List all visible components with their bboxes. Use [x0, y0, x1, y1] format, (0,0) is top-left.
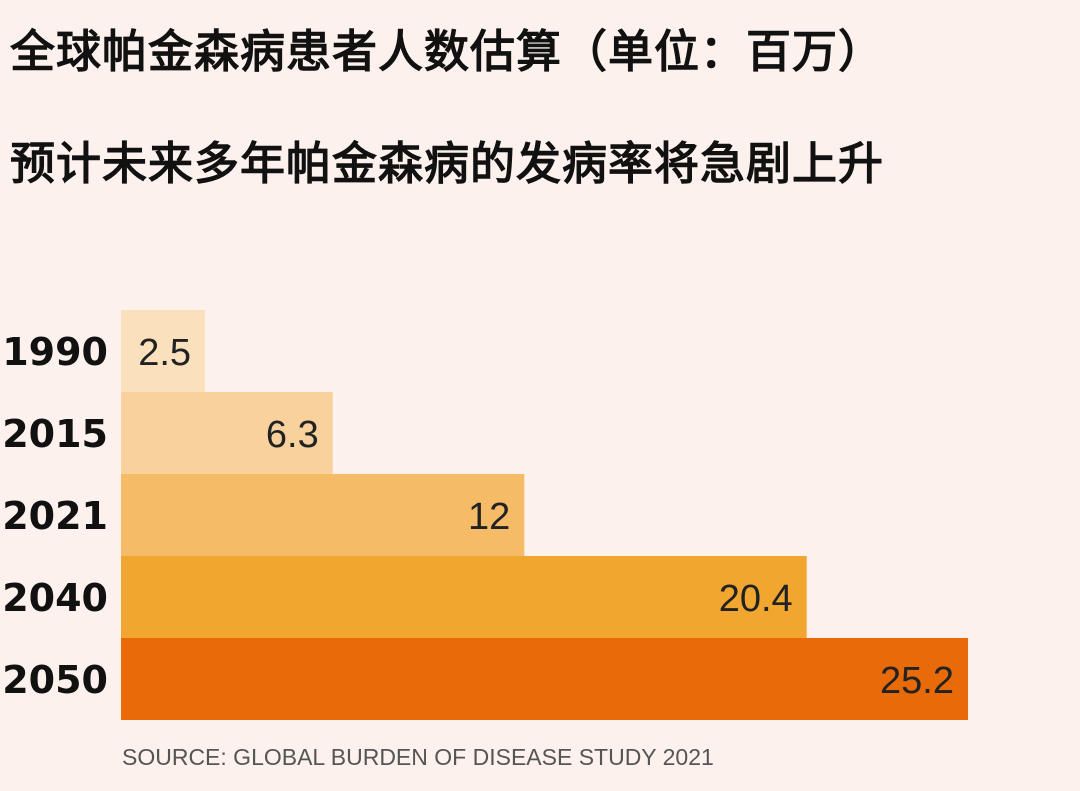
category-label-2021: 2021: [2, 494, 108, 538]
category-label-2040: 2040: [2, 576, 108, 620]
value-label-2021: 12: [468, 496, 510, 538]
value-label-2050: 25.2: [880, 660, 954, 702]
value-label-1990: 2.5: [138, 332, 191, 374]
category-label-2050: 2050: [2, 658, 108, 702]
value-label-2015: 6.3: [266, 414, 319, 456]
category-label-1990: 1990: [2, 330, 108, 374]
value-label-2040: 20.4: [719, 578, 793, 620]
bar-2050: [121, 638, 968, 720]
chart-subtitle: 预计未来多年帕金森病的发病率将急剧上升: [10, 137, 885, 190]
source-note: SOURCE: GLOBAL BURDEN OF DISEASE STUDY 2…: [122, 744, 714, 770]
bar-1990: [121, 310, 206, 392]
bar-2040: [121, 556, 807, 638]
category-label-2015: 2015: [2, 412, 108, 456]
bar-2021: [121, 474, 525, 556]
bar-2015: [121, 392, 333, 474]
chart-title: 全球帕金森病患者人数估算（单位：百万）: [10, 25, 885, 78]
